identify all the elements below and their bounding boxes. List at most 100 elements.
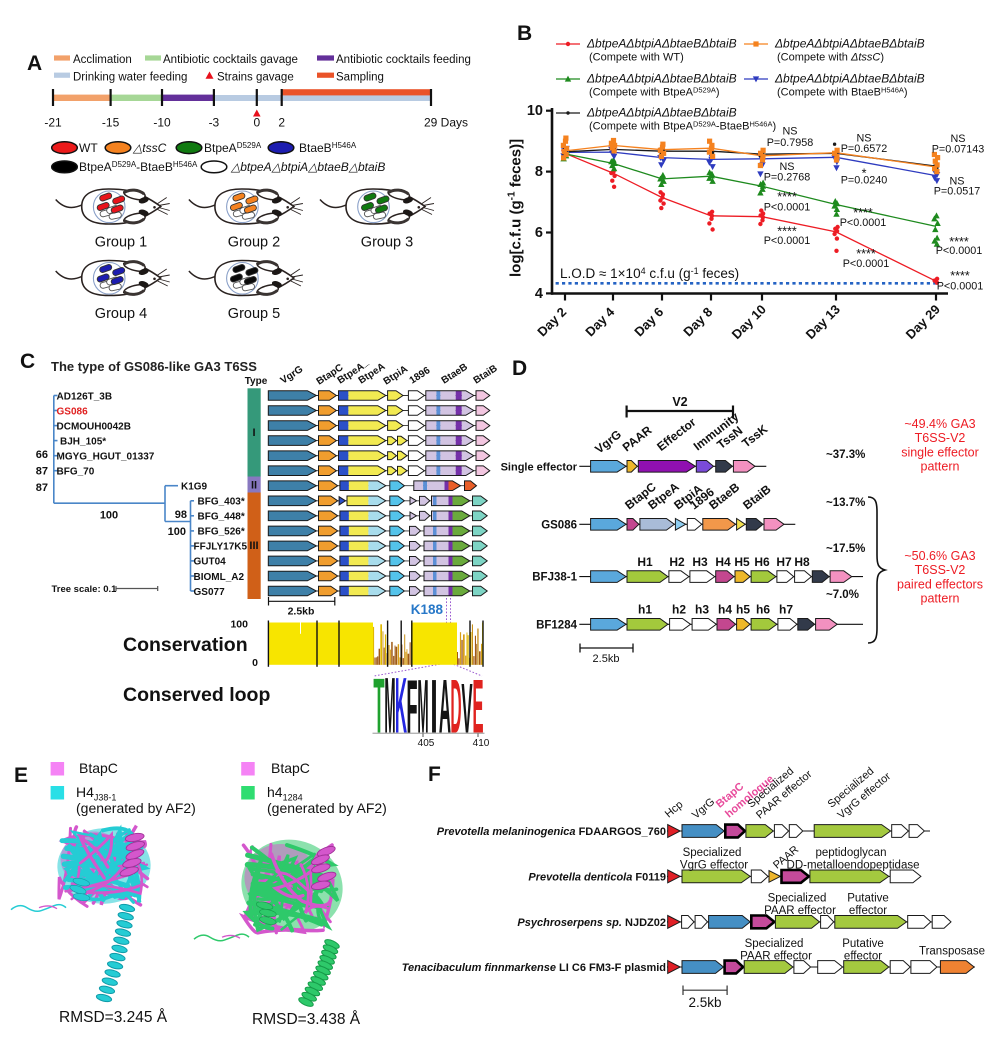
svg-text:98: 98 (175, 509, 187, 521)
svg-text:MGYG_HGUT_01337: MGYG_HGUT_01337 (57, 451, 155, 462)
svg-text:BtapC: BtapC (79, 760, 118, 776)
svg-text:BJH_105*: BJH_105* (60, 436, 106, 447)
svg-text:NS: NS (951, 133, 966, 145)
svg-text:h6: h6 (756, 603, 770, 617)
svg-text:~37.3%: ~37.3% (826, 449, 865, 461)
svg-text:effector: effector (844, 951, 882, 963)
svg-text:ΔbtpeAΔbtpiAΔbtaeBΔbtaiB: ΔbtpeAΔbtpiAΔbtaeBΔbtaiB (586, 72, 737, 86)
svg-text:F: F (406, 664, 417, 749)
svg-text:Psychroserpens sp. NJDZ02: Psychroserpens sp. NJDZ02 (517, 917, 666, 929)
svg-text:100: 100 (230, 619, 248, 631)
svg-text:h4: h4 (718, 603, 732, 617)
svg-text:H6: H6 (754, 555, 770, 569)
svg-text:E: E (14, 764, 28, 787)
svg-text:P=0.2768: P=0.2768 (764, 172, 811, 184)
svg-text:A: A (439, 663, 451, 749)
svg-text:h3: h3 (695, 603, 709, 617)
svg-text:log[c.f.u (g-1 feces)]: log[c.f.u (g-1 feces)] (507, 139, 525, 277)
svg-text:P=0.0517: P=0.0517 (934, 186, 981, 198)
svg-text:The type of GS086-like GA3 T6S: The type of GS086-like GA3 T6SS (51, 359, 257, 374)
svg-text:410: 410 (473, 738, 490, 749)
svg-text:(generated by AF2): (generated by AF2) (267, 800, 387, 816)
svg-text:2.5kb: 2.5kb (688, 995, 721, 1010)
svg-text:BFG_403*: BFG_403* (198, 497, 245, 508)
svg-text:405: 405 (418, 738, 435, 749)
svg-text:RMSD=3.438 Å: RMSD=3.438 Å (252, 1011, 361, 1028)
svg-text:H5: H5 (734, 555, 750, 569)
svg-text:single effector: single effector (901, 445, 979, 459)
svg-text:PAAR effector: PAAR effector (764, 905, 836, 917)
svg-text:*: * (862, 167, 867, 181)
svg-text:K188: K188 (411, 602, 444, 617)
svg-text:h7: h7 (779, 603, 793, 617)
svg-text:Group 3: Group 3 (361, 235, 413, 251)
svg-text:P<0.0001: P<0.0001 (764, 235, 811, 247)
svg-text:****: **** (777, 190, 797, 204)
svg-text:Specialized: Specialized (745, 938, 804, 950)
svg-text:(Compete with BtaeBH546A): (Compete with BtaeBH546A) (777, 86, 908, 99)
svg-text:~7.0%: ~7.0% (826, 589, 859, 601)
svg-text:BFJ38-1: BFJ38-1 (532, 572, 577, 584)
svg-text:(Compete with BtpeAD529A): (Compete with BtpeAD529A) (589, 86, 720, 99)
svg-text:6: 6 (535, 225, 543, 241)
svg-text:BFG_448*: BFG_448* (198, 512, 245, 523)
svg-text:-21: -21 (44, 116, 62, 130)
svg-text:Type: Type (245, 376, 268, 387)
svg-text:peptidoglycan: peptidoglycan (816, 847, 887, 859)
svg-text:△btpeA△btpiA△btaeB△btaiB: △btpeA△btpiA△btaeB△btaiB (230, 160, 385, 174)
svg-text:0: 0 (253, 116, 260, 130)
svg-text:4: 4 (535, 286, 543, 302)
svg-text:ΔbtpeAΔbtpiAΔbtaeBΔbtaiB: ΔbtpeAΔbtpiAΔbtaeBΔbtaiB (774, 72, 925, 86)
svg-text:DCMOUH0042B: DCMOUH0042B (57, 421, 131, 432)
svg-text:GS077: GS077 (194, 587, 226, 598)
svg-text:****: **** (853, 206, 873, 220)
svg-text:GUT04: GUT04 (194, 557, 227, 568)
svg-text:H8: H8 (794, 555, 810, 569)
svg-text:87: 87 (36, 466, 48, 478)
svg-text:H3: H3 (692, 555, 708, 569)
svg-text:H1: H1 (637, 555, 653, 569)
svg-text:BFG_70: BFG_70 (57, 467, 95, 478)
svg-text:29 Days: 29 Days (424, 116, 468, 130)
svg-text:T6SS-V2: T6SS-V2 (915, 563, 966, 577)
svg-text:L.O.D ≈ 1×104 c.f.u (g-1 feces: L.O.D ≈ 1×104 c.f.u (g-1 feces) (560, 266, 739, 281)
svg-text:Drinking water feeding: Drinking water feeding (73, 71, 187, 83)
svg-text:Antibiotic cocktails feeding: Antibiotic cocktails feeding (336, 54, 471, 66)
svg-text:P=0.7958: P=0.7958 (767, 137, 814, 149)
svg-text:Tree scale: 0.1: Tree scale: 0.1 (52, 584, 118, 595)
svg-text:K1G9: K1G9 (181, 482, 208, 493)
svg-text:****: **** (856, 247, 876, 261)
svg-text:DD-metalloendopeptidase: DD-metalloendopeptidase (787, 860, 920, 872)
svg-text:****: **** (777, 225, 797, 239)
svg-text:RMSD=3.245 Å: RMSD=3.245 Å (59, 1009, 168, 1026)
svg-text:66: 66 (36, 449, 48, 461)
svg-text:Tenacibaculum finnmarkense LI: Tenacibaculum finnmarkense LI C6 FM3-F p… (402, 962, 666, 974)
svg-text:(generated by AF2): (generated by AF2) (76, 800, 196, 816)
svg-text:(Compete with BtpeAD529A-BtaeB: (Compete with BtpeAD529A-BtaeBH546A) (589, 120, 776, 133)
svg-text:D: D (512, 357, 527, 380)
svg-text:(Compete with ΔtssC): (Compete with ΔtssC) (777, 52, 884, 64)
svg-text:C: C (20, 350, 35, 373)
svg-text:****: **** (949, 235, 969, 249)
svg-text:M: M (417, 663, 428, 749)
svg-text:Strains gavage: Strains gavage (217, 71, 294, 83)
svg-text:2.5kb: 2.5kb (593, 653, 620, 665)
svg-text:Acclimation: Acclimation (73, 54, 132, 66)
svg-text:BIOML_A2: BIOML_A2 (194, 572, 245, 583)
svg-text:~50.6% GA3: ~50.6% GA3 (904, 549, 975, 563)
svg-text:NS: NS (780, 161, 795, 173)
svg-text:FFJLY17K5: FFJLY17K5 (194, 542, 248, 553)
svg-text:~13.7%: ~13.7% (826, 497, 865, 509)
svg-text:NS: NS (950, 176, 965, 188)
svg-text:T6SS-V2: T6SS-V2 (915, 431, 966, 445)
svg-text:2.5kb: 2.5kb (288, 606, 315, 618)
svg-text:V: V (461, 668, 472, 748)
svg-text:Single effector: Single effector (501, 461, 578, 473)
svg-text:F: F (428, 763, 441, 786)
svg-text:100: 100 (100, 510, 118, 522)
svg-text:87: 87 (36, 482, 48, 494)
svg-text:P<0.0001: P<0.0001 (936, 245, 983, 257)
svg-text:8: 8 (535, 164, 543, 180)
svg-text:M: M (384, 663, 395, 751)
svg-text:NS: NS (857, 133, 872, 145)
